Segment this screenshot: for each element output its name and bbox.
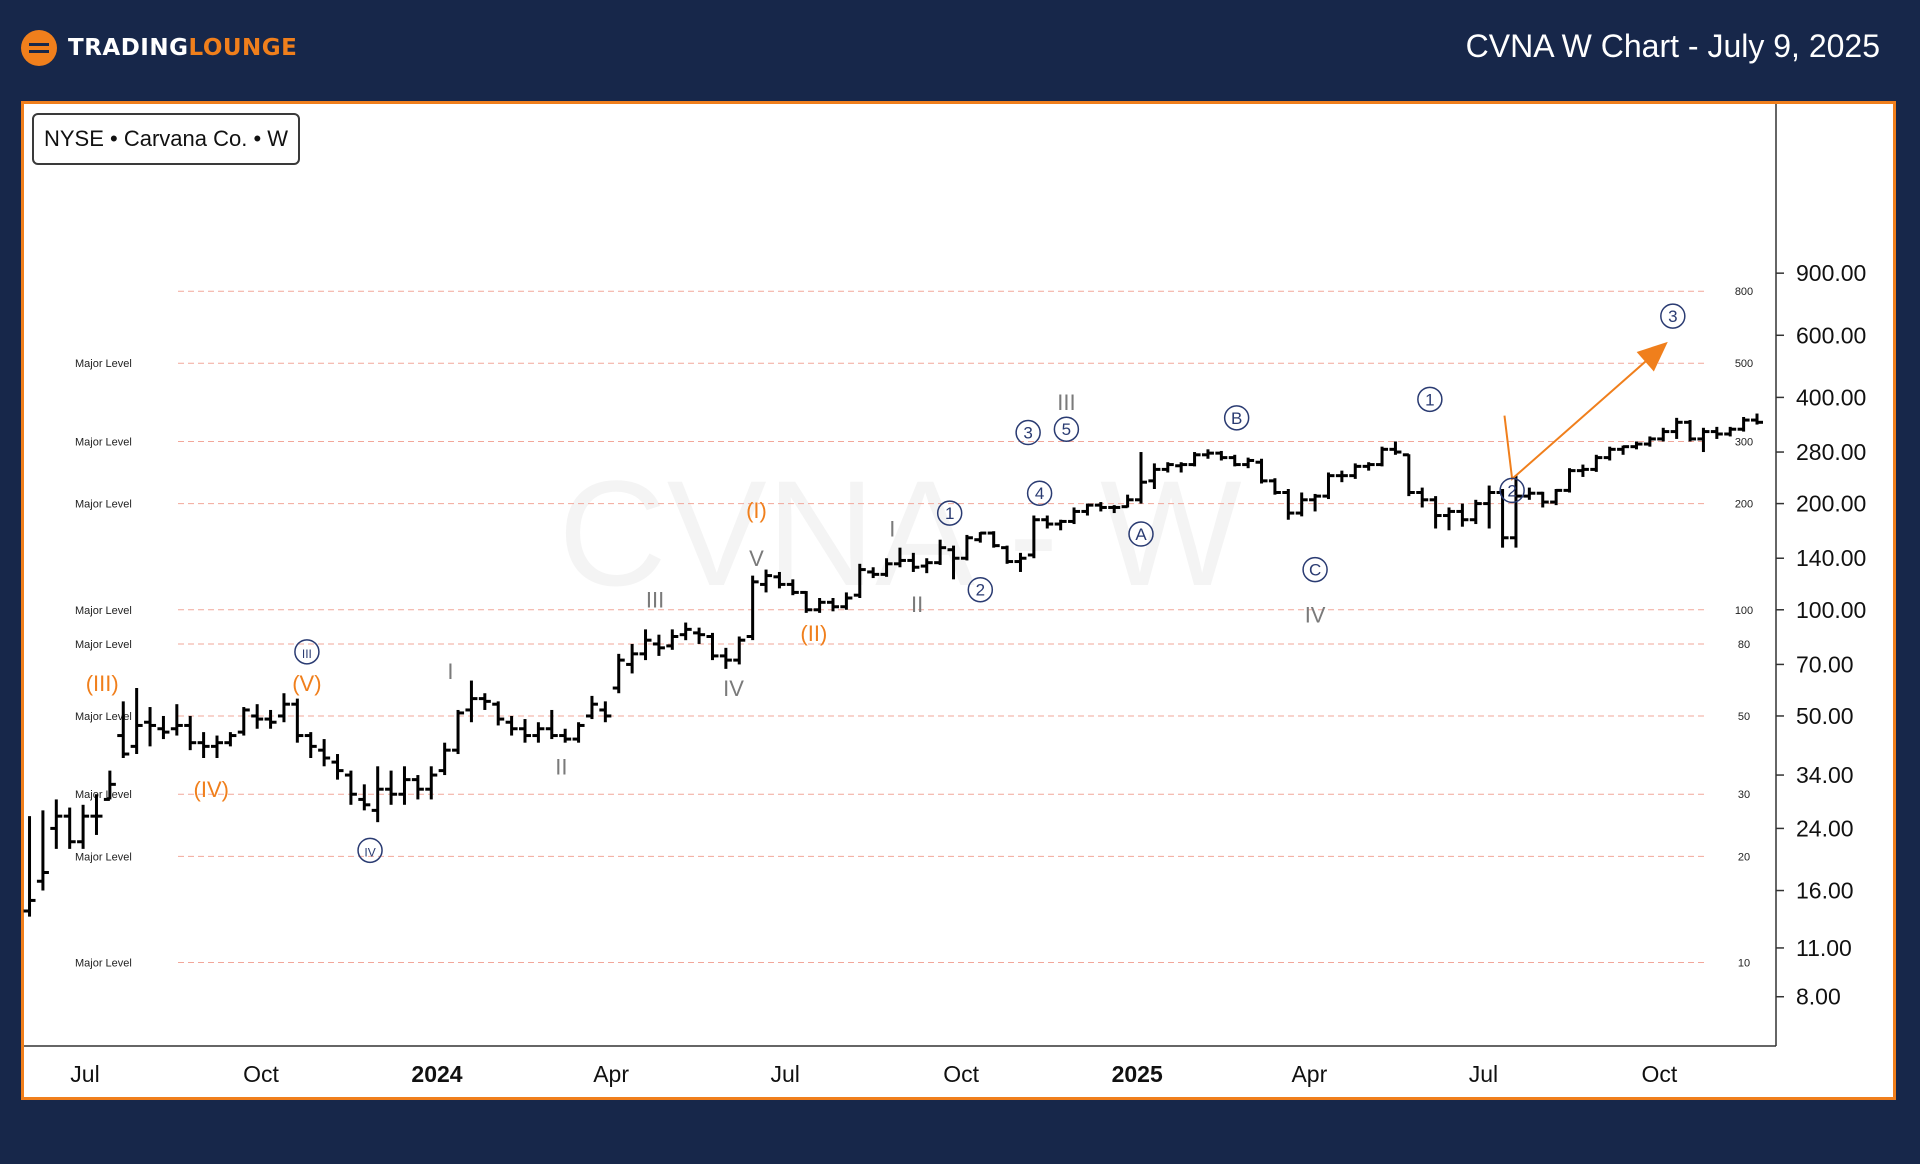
price-tick-label: 11.00 <box>1796 935 1852 961</box>
chart-frame <box>21 101 1896 1100</box>
symbol-label[interactable]: NYSE • Carvana Co. • W <box>32 113 301 165</box>
projection-arrowhead <box>1636 341 1668 372</box>
level-value-label: 100 <box>1735 605 1753 617</box>
level-value-label: 10 <box>1738 958 1750 970</box>
wave-label: V <box>749 546 764 571</box>
price-tick-label: 400.00 <box>1796 384 1866 410</box>
price-tick-label: 200.00 <box>1796 491 1866 517</box>
wave-label-circle <box>1302 556 1328 583</box>
wave-label: IV <box>364 845 375 859</box>
wave-label: A <box>1135 525 1147 544</box>
time-tick-label: Jul <box>1469 1061 1498 1087</box>
major-level-label: Major Level <box>75 605 132 617</box>
time-tick-label: Apr <box>1291 1061 1327 1087</box>
level-value-label: 20 <box>1738 851 1750 863</box>
major-level-label: Major Level <box>75 851 132 863</box>
wave-label: III <box>302 647 312 661</box>
level-value-label: 800 <box>1735 286 1753 298</box>
projection-path <box>1503 345 1664 481</box>
wave-label-circle <box>357 837 383 864</box>
price-tick-label: 280.00 <box>1796 439 1866 465</box>
major-level-label: Major Level <box>75 711 132 723</box>
time-tick-label: Apr <box>593 1061 629 1087</box>
brand-name-part2: LOUNGE <box>188 35 298 61</box>
time-tick-label: 2024 <box>411 1061 462 1087</box>
wave-label-circle <box>1026 480 1053 506</box>
wave-label-circle <box>1499 477 1525 504</box>
wave-label-circle <box>1223 405 1250 431</box>
wave-label: B <box>1231 409 1242 428</box>
wave-label: (II) <box>800 621 827 646</box>
wave-label: I <box>447 659 453 684</box>
wave-label: IV <box>1305 602 1326 627</box>
wave-label: 2 <box>976 581 985 600</box>
major-level-label: Major Level <box>75 436 132 448</box>
page-title: CVNA W Chart - July 9, 2025 <box>1465 28 1880 64</box>
header-bar: TRADINGLOUNGE CVNA W Chart - July 9, 202… <box>0 0 1920 100</box>
wave-label-circle <box>294 639 320 665</box>
price-tick-label: 70.00 <box>1796 651 1854 677</box>
price-tick-label: 16.00 <box>1796 878 1854 904</box>
major-level-label: Major Level <box>75 358 132 370</box>
wave-label-circle <box>967 576 994 603</box>
price-tick-label: 50.00 <box>1796 703 1854 729</box>
level-value-label: 80 <box>1738 639 1750 651</box>
price-tick-label: 34.00 <box>1796 762 1854 788</box>
time-tick-label: 2025 <box>1112 1061 1163 1087</box>
major-level-label: Major Level <box>75 499 132 511</box>
wave-label: III <box>1057 390 1075 415</box>
wave-label: C <box>1309 561 1321 580</box>
price-tick-label: 900.00 <box>1796 260 1866 286</box>
wave-label: I <box>889 516 895 541</box>
price-tick-label: 100.00 <box>1796 597 1866 623</box>
wave-label: (V) <box>292 671 321 696</box>
wave-label: (I) <box>746 498 767 523</box>
wave-label: II <box>911 592 923 617</box>
wave-label: 1 <box>945 504 954 523</box>
major-level-label: Major Level <box>75 958 132 970</box>
wave-label-circle <box>1128 521 1154 547</box>
time-tick-label: Oct <box>943 1061 979 1087</box>
level-value-label: 300 <box>1735 436 1753 448</box>
wave-label-circle <box>1053 416 1080 442</box>
wave-label: 3 <box>1668 307 1677 326</box>
wave-label: 1 <box>1425 390 1434 409</box>
wave-label: III <box>646 587 664 612</box>
time-tick-label: Oct <box>1642 1061 1678 1087</box>
price-tick-label: 24.00 <box>1796 815 1854 841</box>
brand-name-part1: TRADING <box>68 35 189 61</box>
wave-label: 5 <box>1062 420 1071 439</box>
wave-label: (III) <box>86 671 119 696</box>
price-tick-label: 140.00 <box>1796 545 1866 571</box>
wave-label-circle <box>1417 386 1443 413</box>
wave-label-circle <box>1015 419 1041 446</box>
wave-label: 4 <box>1035 484 1044 503</box>
time-tick-label: Jul <box>70 1061 99 1087</box>
tradinglounge-logo[interactable]: TRADINGLOUNGE <box>20 28 297 68</box>
brand-name: TRADINGLOUNGE <box>68 35 297 61</box>
level-value-label: 200 <box>1735 499 1753 511</box>
price-tick-label: 8.00 <box>1796 984 1841 1010</box>
wave-label: 3 <box>1023 424 1032 443</box>
wave-label: (IV) <box>194 777 229 802</box>
major-level-label: Major Level <box>75 789 132 801</box>
time-tick-label: Oct <box>243 1061 279 1087</box>
major-level-label: Major Level <box>75 639 132 651</box>
price-tick-label: 600.00 <box>1796 322 1866 348</box>
level-value-label: 30 <box>1738 789 1750 801</box>
level-value-label: 50 <box>1738 711 1750 723</box>
wave-label: IV <box>723 676 744 701</box>
watermark-text: CVNA - W <box>558 449 1242 617</box>
wave-label-circle <box>936 500 963 526</box>
logo-icon <box>21 30 57 66</box>
wave-label: 2 <box>1507 481 1516 500</box>
time-tick-label: Jul <box>770 1061 799 1087</box>
level-value-label: 500 <box>1735 358 1753 370</box>
wave-label-circle <box>1660 303 1686 329</box>
wave-label: II <box>555 754 567 779</box>
